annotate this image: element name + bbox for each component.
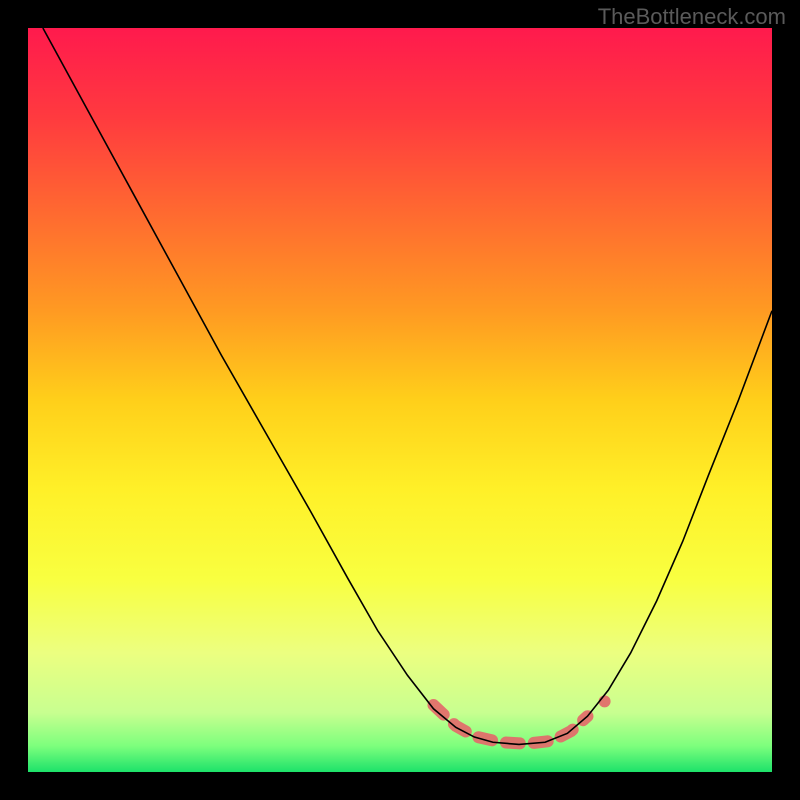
- plot-area: [28, 28, 772, 772]
- gradient-background: [28, 28, 772, 772]
- plot-svg: [28, 28, 772, 772]
- watermark-text: TheBottleneck.com: [598, 4, 786, 30]
